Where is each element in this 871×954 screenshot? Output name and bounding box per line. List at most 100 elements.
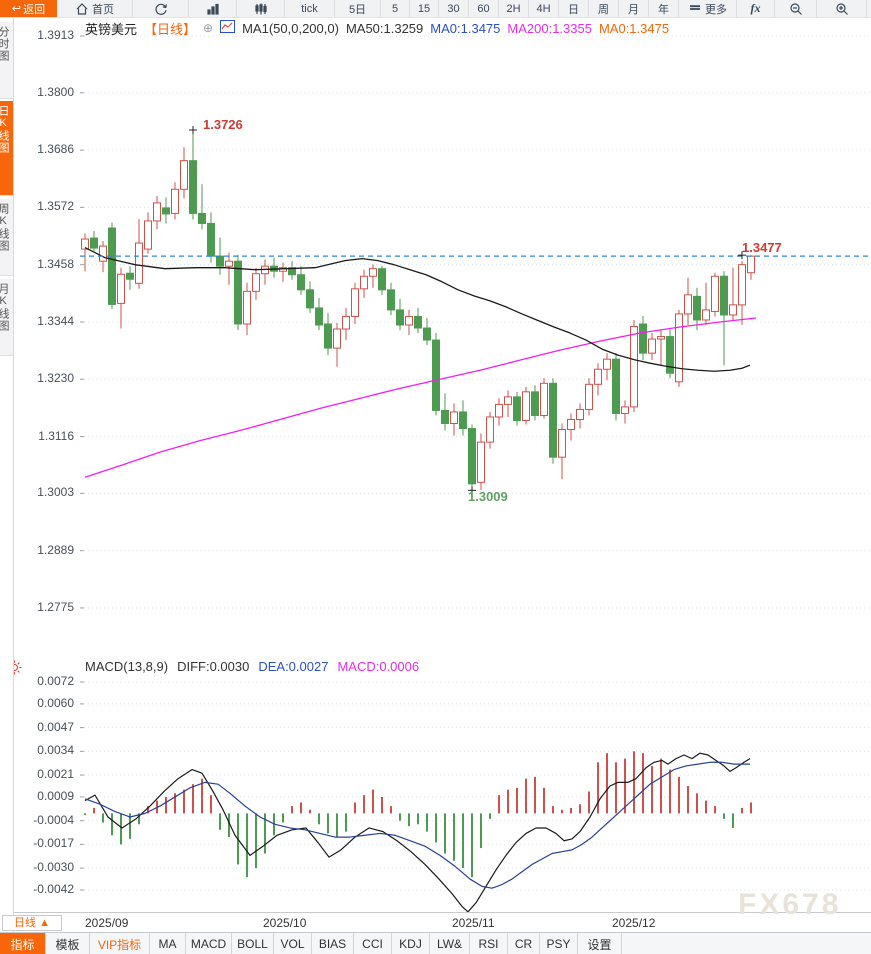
toolbar-tf-day-button[interactable]: 日 [559, 0, 589, 17]
toolbar-home-button[interactable]: 首页 [57, 0, 133, 17]
toolbar-tf-tick-label: tick [301, 2, 318, 15]
toolbar-tf-week-label: 周 [598, 3, 609, 16]
macd-axis-tick: -0.0017 [33, 836, 74, 851]
toolbar-tf-tick-button[interactable]: tick [285, 0, 335, 17]
toolbar-tf-day-label: 日 [568, 3, 579, 16]
toolbar-home-label: 首页 [92, 3, 114, 16]
toolbar-chart-style-button[interactable] [189, 0, 237, 17]
left-sidebar: 分时图日K线图周K线图月K线图 [0, 17, 14, 932]
macd-axis-tick: 0.0047 [37, 719, 74, 734]
sidebar-tab-2[interactable]: 日K线图 [0, 101, 13, 196]
toolbar-tf-5-button[interactable]: 5 [381, 0, 410, 17]
menu-icon [688, 2, 702, 16]
toolbar-tf-2h-label: 2H [506, 2, 521, 15]
price-axis-tick: 1.3800 [37, 84, 74, 99]
toolbar-tf-year-label: 年 [658, 3, 669, 16]
price-axis-tick: 1.2889 [37, 542, 74, 557]
toolbar-tf-4h-label: 4H [536, 2, 551, 15]
macd-axis-tick: 0.0009 [37, 788, 74, 803]
indicator-button-kdj[interactable]: KDJ [392, 933, 430, 954]
toolbar-tf-30-label: 30 [447, 2, 460, 15]
sidebar-tab-label: 周K线图 [0, 203, 9, 252]
toolbar-tf-year-button[interactable]: 年 [649, 0, 679, 17]
price-axis-tick: 1.3913 [37, 28, 74, 42]
top-toolbar: ↩ 返回 首页 tick 5日 5 15 30 60 2H 4H 日 周 月 年 更多 fx [0, 0, 871, 18]
indicator-button-macd[interactable]: MACD [186, 933, 232, 954]
refresh-icon [154, 2, 168, 16]
toolbar-tf-5-label: 5 [391, 2, 399, 15]
toolbar-zoom-out-button[interactable] [775, 0, 817, 17]
price-axis-tick: 1.3003 [37, 485, 74, 500]
macd-legend: MACD(13,8,9) DIFF:0.0030 DEA:0.0027 MACD… [85, 659, 419, 674]
price-axis-tick: 1.3686 [37, 142, 74, 157]
period-dropdown[interactable]: 日线 ▲ [2, 915, 62, 931]
indicator-button-vip指标[interactable]: VIP指标 [90, 933, 150, 954]
ma0-blue-value: MA0:1.3475 [430, 20, 501, 36]
price-axis-tick: 1.3572 [37, 199, 74, 214]
diff-value: DIFF:0.0030 [177, 659, 250, 674]
indicator-button-cci[interactable]: CCI [354, 933, 392, 954]
sidebar-tab-3[interactable]: 周K线图 [0, 199, 13, 276]
toolbar-volume-style-button[interactable] [237, 0, 285, 17]
x-axis-date: 2025/11 [452, 916, 495, 930]
toolbar-tf-5d-label: 5日 [348, 3, 367, 16]
x-axis-date: 2025/09 [85, 916, 129, 930]
macd-definition: MACD(13,8,9) [85, 659, 169, 674]
sidebar-tab-label: 分时图 [0, 26, 9, 62]
toolbar-tf-60-label: 60 [477, 2, 490, 15]
indicator-button-模板[interactable]: 模板 [46, 933, 90, 954]
candles-icon [254, 2, 268, 16]
toolbar-tf-month-button[interactable]: 月 [619, 0, 649, 17]
ma0-orange-value: MA0:1.3475 [598, 20, 670, 36]
indicator-button-bias[interactable]: BIAS [312, 933, 354, 954]
mini-chart-icon[interactable] [220, 20, 236, 36]
price-axis-tick: 1.3344 [37, 313, 74, 328]
indicator-button-psy[interactable]: PSY [540, 933, 578, 954]
price-axis-tick: 1.2775 [37, 599, 74, 614]
toolbar-tf-15-button[interactable]: 15 [410, 0, 439, 17]
macd-axis-tick: 0.0021 [37, 767, 74, 782]
indicator-button-vol[interactable]: VOL [274, 933, 312, 954]
toolbar-tf-4h-button[interactable]: 4H [529, 0, 559, 17]
expand-icon[interactable]: ⊕ [203, 21, 214, 35]
toolbar-more-label: 更多 [705, 3, 727, 16]
indicator-button-cr[interactable]: CR [508, 933, 540, 954]
macd-axis-tick: 0.0072 [37, 674, 74, 688]
back-button[interactable]: ↩ 返回 [0, 0, 57, 17]
price-axis-tick: 1.3116 [38, 428, 74, 443]
price-axis-tick: 1.3458 [37, 256, 74, 271]
indicator-toolbar-spacer [622, 933, 871, 954]
indicator-button-rsi[interactable]: RSI [470, 933, 508, 954]
period-label: 【日线】 [144, 21, 197, 37]
indicator-button-lw[interactable]: LW& [430, 933, 470, 954]
toolbar-tf-30-button[interactable]: 30 [439, 0, 469, 17]
toolbar-tf-60-button[interactable]: 60 [469, 0, 499, 17]
main-candlestick-chart[interactable] [80, 30, 871, 652]
indicator-button-ma[interactable]: MA [150, 933, 186, 954]
macd-axis-tick: -0.0042 [33, 882, 74, 896]
macd-axis-tick: -0.0004 [33, 812, 74, 827]
x-axis-date: 2025/10 [263, 916, 307, 930]
toolbar-fx-button[interactable]: fx [737, 0, 775, 17]
sidebar-tab-4[interactable]: 月K线图 [0, 279, 13, 356]
toolbar-tf-month-label: 月 [628, 3, 639, 16]
toolbar-fx-label: fx [750, 1, 761, 15]
ma50-value: MA50:1.3259 [345, 20, 424, 36]
indicator-button-指标[interactable]: 指标 [0, 933, 46, 954]
price-axis-tick: 1.3230 [37, 371, 74, 386]
indicator-button-boll[interactable]: BOLL [232, 933, 274, 954]
toolbar-zoom-in-button[interactable] [817, 0, 867, 17]
macd-indicator-chart[interactable] [80, 660, 871, 912]
indicator-button-设置[interactable]: 设置 [578, 933, 622, 954]
toolbar-refresh-button[interactable] [133, 0, 189, 17]
ma200-value: MA200:1.3355 [507, 20, 592, 36]
toolbar-tf-5d-button[interactable]: 5日 [335, 0, 381, 17]
fx678-watermark: FX678 [738, 888, 842, 921]
toolbar-more-button[interactable]: 更多 [679, 0, 737, 17]
sidebar-tab-label: 日K线图 [0, 105, 9, 154]
sidebar-tab-1[interactable]: 分时图 [0, 22, 13, 99]
toolbar-tf-2h-button[interactable]: 2H [499, 0, 529, 17]
toolbar-tf-week-button[interactable]: 周 [589, 0, 619, 17]
current-price-label: 1.3477 [742, 240, 782, 255]
x-axis-row: 2025/09 2025/10 2025/11 2025/12 [13, 912, 871, 933]
